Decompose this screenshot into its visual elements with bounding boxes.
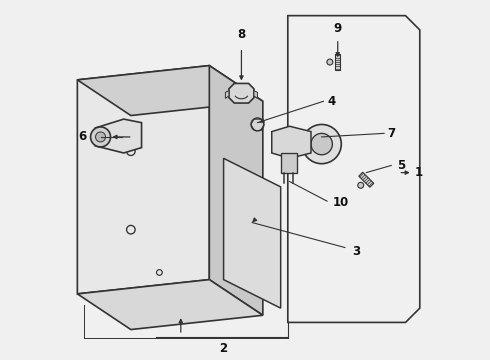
Text: 2: 2 (220, 342, 228, 355)
Text: 7: 7 (388, 127, 396, 140)
Polygon shape (223, 158, 281, 308)
Polygon shape (254, 91, 257, 98)
Text: 10: 10 (332, 197, 349, 210)
Circle shape (311, 133, 332, 155)
Polygon shape (95, 119, 142, 153)
Text: 6: 6 (78, 130, 86, 143)
Polygon shape (209, 66, 263, 315)
Polygon shape (359, 172, 374, 187)
Polygon shape (77, 66, 209, 294)
Polygon shape (335, 54, 341, 70)
Text: 9: 9 (334, 22, 342, 35)
Text: 5: 5 (396, 159, 405, 172)
Circle shape (96, 132, 105, 142)
Circle shape (251, 118, 264, 131)
Circle shape (302, 125, 342, 164)
Text: 4: 4 (327, 95, 335, 108)
Bar (281, 153, 297, 172)
Circle shape (358, 182, 364, 188)
Text: 1: 1 (415, 166, 422, 179)
Polygon shape (229, 84, 254, 103)
Circle shape (91, 127, 111, 147)
Circle shape (327, 59, 333, 65)
Polygon shape (77, 280, 263, 329)
Polygon shape (225, 91, 229, 98)
Polygon shape (272, 126, 311, 158)
Text: 8: 8 (237, 28, 245, 41)
Polygon shape (77, 66, 263, 116)
Text: 3: 3 (352, 244, 360, 257)
